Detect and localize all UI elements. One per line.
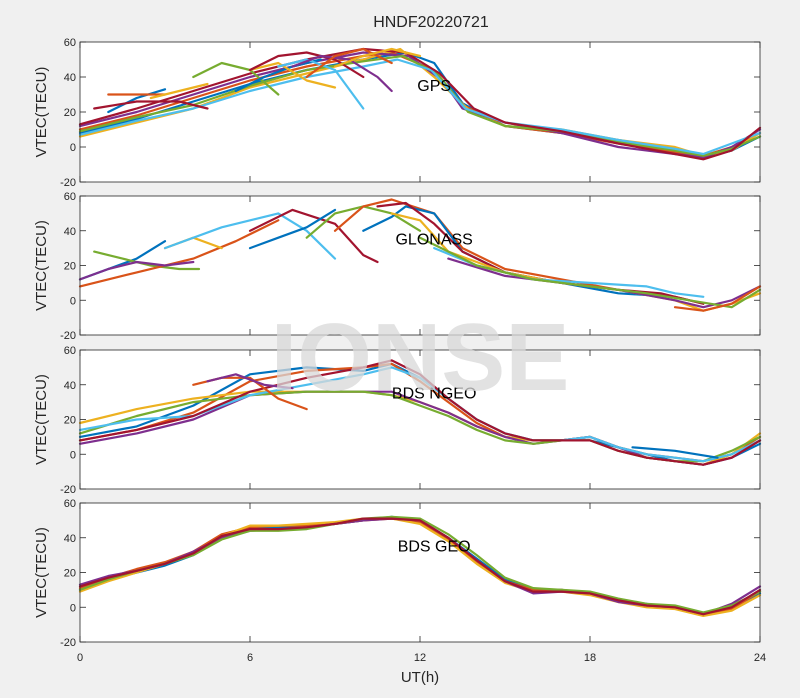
axes-background — [80, 503, 760, 642]
series-line-6 — [248, 208, 379, 264]
x-tick-label: 12 — [414, 652, 426, 664]
series-line-11 — [234, 58, 322, 93]
series-line-7 — [107, 88, 167, 114]
y-tick-label: -20 — [60, 484, 76, 496]
series-group — [78, 515, 762, 618]
y-tick-label: 20 — [64, 415, 76, 427]
series-line-16 — [305, 47, 393, 79]
y-tick-label: 60 — [64, 498, 76, 510]
series-line-5 — [163, 212, 337, 260]
figure-title: HNDF20220721 — [373, 14, 489, 31]
series-line-4 — [78, 260, 195, 281]
series-group — [78, 47, 762, 161]
x-tick-label: 18 — [584, 652, 596, 664]
y-tick-label: 20 — [64, 107, 76, 119]
y-tick-label: 0 — [70, 602, 76, 614]
y-tick-label: 60 — [64, 191, 76, 203]
y-tick-label: -20 — [60, 330, 76, 342]
y-axis-label: VTEC(TECU) — [33, 220, 50, 311]
series-line-14 — [277, 58, 365, 110]
series-line-7 — [248, 208, 337, 250]
y-tick-label: 60 — [64, 37, 76, 49]
y-tick-label: 0 — [70, 295, 76, 307]
watermark: IONSE — [271, 304, 570, 411]
series-group — [78, 359, 762, 466]
panel-0: -20 0 20 40 60 VTEC(TECU) GPS — [33, 37, 762, 189]
y-axis-label: VTEC(TECU) — [33, 374, 50, 465]
y-tick-label: 40 — [64, 72, 76, 84]
series-line-17 — [93, 100, 209, 110]
panel-label: GPS — [417, 78, 451, 95]
series-line-13 — [447, 257, 762, 309]
series-line-15 — [291, 54, 393, 93]
x-tick-label: 24 — [754, 652, 766, 664]
series-line-5 — [78, 517, 762, 616]
x-axis-label: UT(h) — [401, 669, 439, 686]
panel-label: BDS GEO — [398, 539, 471, 556]
y-tick-label: 0 — [70, 142, 76, 154]
series-line-4 — [78, 515, 762, 614]
y-tick-label: 40 — [64, 380, 76, 392]
panel-2: -20 0 20 40 60 VTEC(TECU) BDS NGEO — [33, 345, 762, 496]
y-tick-label: 40 — [64, 533, 76, 545]
panel-1: -20 0 20 40 60 VTEC(TECU) GLONASS — [33, 191, 762, 342]
series-line-8 — [206, 373, 294, 390]
y-tick-label: -20 — [60, 637, 76, 649]
series-line-1 — [93, 250, 201, 271]
series-line-16 — [673, 285, 762, 312]
series-line-13 — [248, 51, 365, 79]
y-tick-label: 40 — [64, 226, 76, 238]
y-tick-label: 20 — [64, 261, 76, 273]
series-line-18 — [333, 47, 422, 68]
series-line-2 — [78, 219, 280, 288]
series-line-9 — [149, 82, 209, 100]
y-tick-label: -20 — [60, 177, 76, 189]
axes-background — [80, 196, 760, 335]
series-line-10 — [192, 61, 280, 96]
panel-label: BDS NGEO — [392, 386, 476, 403]
series-line-9 — [631, 446, 719, 459]
y-axis-label: VTEC(TECU) — [33, 67, 50, 158]
series-line-5 — [78, 58, 762, 156]
panel-label: GLONASS — [395, 232, 472, 249]
x-tick-label: 6 — [247, 652, 253, 664]
y-axis-label: VTEC(TECU) — [33, 527, 50, 618]
series-line-12 — [248, 61, 337, 89]
y-tick-label: 20 — [64, 568, 76, 580]
y-tick-label: 60 — [64, 345, 76, 357]
x-tick-label: 0 — [77, 652, 83, 664]
series-line-6 — [78, 359, 762, 466]
y-tick-label: 0 — [70, 449, 76, 461]
series-line-6 — [78, 47, 762, 161]
series-group — [78, 198, 762, 312]
